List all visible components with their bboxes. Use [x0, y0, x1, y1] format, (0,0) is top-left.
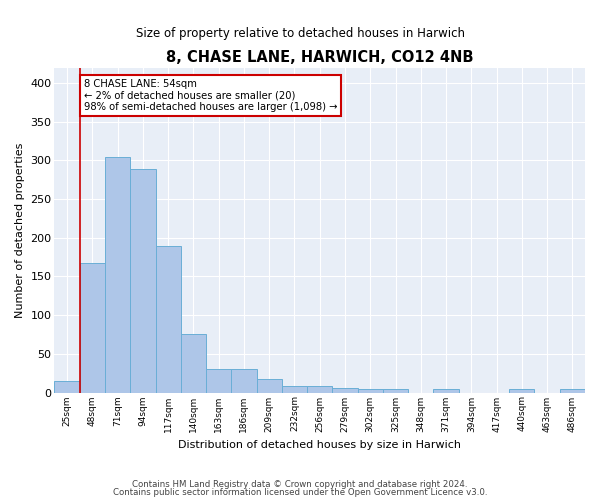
- Text: Size of property relative to detached houses in Harwich: Size of property relative to detached ho…: [136, 28, 464, 40]
- Bar: [509, 390, 535, 392]
- Bar: [257, 378, 282, 392]
- Bar: [433, 388, 458, 392]
- Text: Contains public sector information licensed under the Open Government Licence v3: Contains public sector information licen…: [113, 488, 487, 497]
- Bar: [105, 156, 130, 392]
- Text: Contains HM Land Registry data © Crown copyright and database right 2024.: Contains HM Land Registry data © Crown c…: [132, 480, 468, 489]
- Bar: [282, 386, 307, 392]
- Bar: [55, 381, 80, 392]
- Bar: [80, 262, 105, 392]
- Bar: [383, 388, 408, 392]
- Bar: [358, 388, 383, 392]
- Y-axis label: Number of detached properties: Number of detached properties: [15, 142, 25, 318]
- X-axis label: Distribution of detached houses by size in Harwich: Distribution of detached houses by size …: [178, 440, 461, 450]
- Bar: [560, 390, 585, 392]
- Text: 8 CHASE LANE: 54sqm
← 2% of detached houses are smaller (20)
98% of semi-detache: 8 CHASE LANE: 54sqm ← 2% of detached hou…: [83, 79, 337, 112]
- Bar: [232, 368, 257, 392]
- Bar: [155, 246, 181, 392]
- Bar: [181, 334, 206, 392]
- Bar: [307, 386, 332, 392]
- Title: 8, CHASE LANE, HARWICH, CO12 4NB: 8, CHASE LANE, HARWICH, CO12 4NB: [166, 50, 473, 65]
- Bar: [332, 388, 358, 392]
- Bar: [206, 368, 232, 392]
- Bar: [130, 169, 155, 392]
